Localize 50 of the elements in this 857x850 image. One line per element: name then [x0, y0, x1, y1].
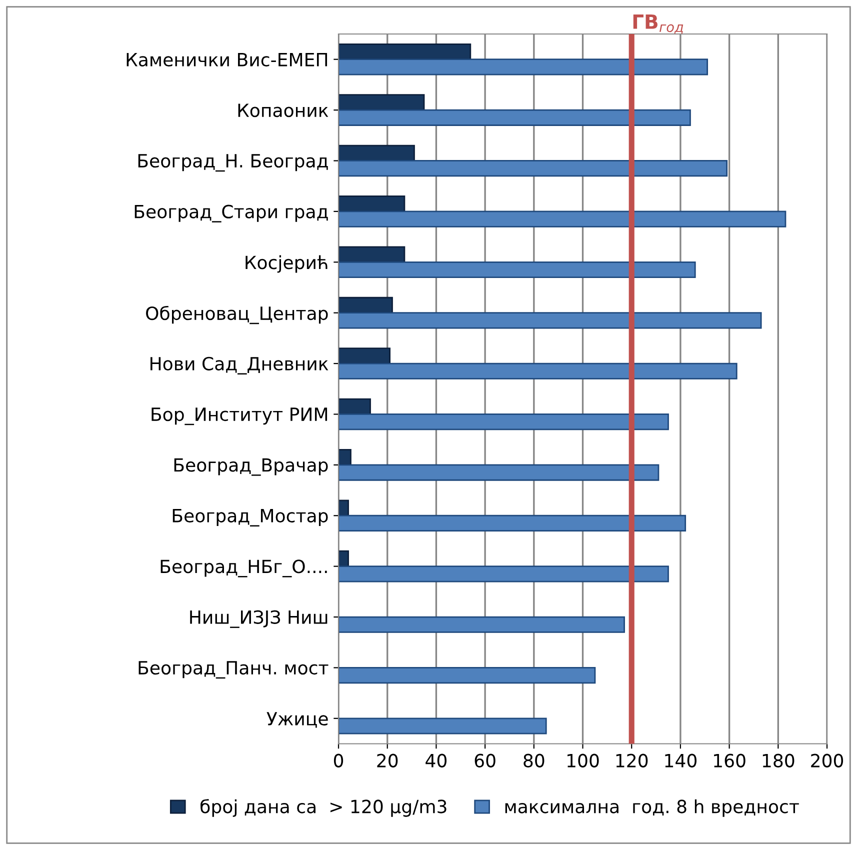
- y-tick-label: Београд_Панч. мост: [138, 661, 328, 679]
- ref-line-label: ГВ$_{год}$: [633, 14, 684, 34]
- y-tick-label: Београд_Н. Београд: [138, 154, 328, 172]
- y-tick-label: Косјерић: [246, 255, 328, 273]
- bar: [338, 210, 786, 228]
- y-tick-label: Ужице: [266, 712, 328, 728]
- bar: [338, 58, 708, 76]
- y-tick-label: Бор_Институт РИМ: [152, 408, 328, 426]
- bar: [338, 414, 669, 430]
- y-tick-label: Каменички Вис-ЕМЕП: [126, 53, 328, 66]
- legend-label: максимална год. 8 h вредност: [505, 799, 799, 817]
- bar: [338, 296, 393, 314]
- bar: [338, 94, 425, 111]
- y-tick-label: Копаоник: [238, 104, 328, 118]
- x-tick-label: 40: [426, 754, 446, 768]
- x-tick-label: 160: [714, 754, 746, 768]
- bar: [338, 261, 696, 278]
- x-tick-label: 200: [811, 754, 844, 768]
- y-tick-label: Београд_Мостар: [172, 509, 328, 526]
- bar: [338, 144, 415, 162]
- x-tick-label: 60: [474, 754, 496, 768]
- bar: [338, 109, 691, 126]
- bar: [338, 312, 762, 329]
- bar: [338, 362, 738, 380]
- legend-label: број дана са > 120 µg/m3: [200, 799, 446, 817]
- bar: [338, 246, 406, 263]
- x-tick-label: 0: [334, 754, 344, 768]
- bar: [338, 566, 669, 582]
- bar: [338, 160, 728, 177]
- bar: [338, 667, 596, 684]
- bar: [338, 348, 390, 364]
- x-tick-label: 20: [377, 754, 398, 768]
- bar: [338, 500, 349, 516]
- x-tick-label: 100: [568, 754, 599, 768]
- y-tick-label: Београд_НБг_О....: [160, 560, 327, 578]
- y-tick-label: Београд_Врачар: [174, 458, 328, 476]
- bar: [338, 718, 547, 734]
- bar: [338, 43, 472, 60]
- y-tick-label: Обреновац_Центар: [146, 306, 328, 324]
- bar: [338, 616, 625, 633]
- bar: [338, 196, 406, 212]
- x-tick-label: 140: [665, 754, 696, 768]
- x-tick-label: 120: [616, 754, 648, 768]
- x-tick-label: 80: [524, 754, 544, 768]
- y-tick-label: Ниш_ИЗЈЗ Ниш: [190, 610, 328, 628]
- bar: [338, 514, 686, 532]
- bar: [338, 464, 660, 481]
- y-tick-label: Београд_Стари град: [134, 204, 328, 222]
- y-tick-label: Нови Сад_Дневник: [150, 356, 328, 374]
- x-tick-label: 180: [762, 754, 794, 768]
